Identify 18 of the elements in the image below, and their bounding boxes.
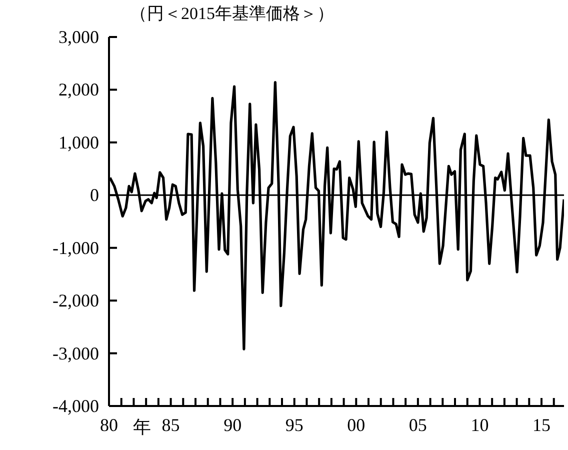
y-tick-label: 2,000 xyxy=(58,80,99,100)
x-tick-label: 90 xyxy=(224,415,242,435)
y-tick-label: 3,000 xyxy=(58,27,99,47)
y-tick-label: 1,000 xyxy=(58,132,99,152)
x-axis-title: 年 xyxy=(133,417,151,437)
x-tick-label: 00 xyxy=(347,415,366,435)
y-tick-label: 0 xyxy=(90,185,99,206)
x-tick-label: 85 xyxy=(162,415,180,435)
x-tick-label: 95 xyxy=(285,415,304,435)
y-axis-title: （円＜2015年基準価格＞） xyxy=(130,3,334,25)
x-tick-label: 80 xyxy=(100,415,118,435)
x-tick-label: 10 xyxy=(470,415,489,435)
y-tick-label: -3,000 xyxy=(52,343,99,364)
x-tick-label: 05 xyxy=(408,415,427,435)
x-tick-label: 15 xyxy=(532,415,551,435)
y-tick-label: -2,000 xyxy=(52,290,99,311)
y-tick-label: -1,000 xyxy=(52,238,99,258)
y-tick-label: -4,000 xyxy=(52,396,99,416)
